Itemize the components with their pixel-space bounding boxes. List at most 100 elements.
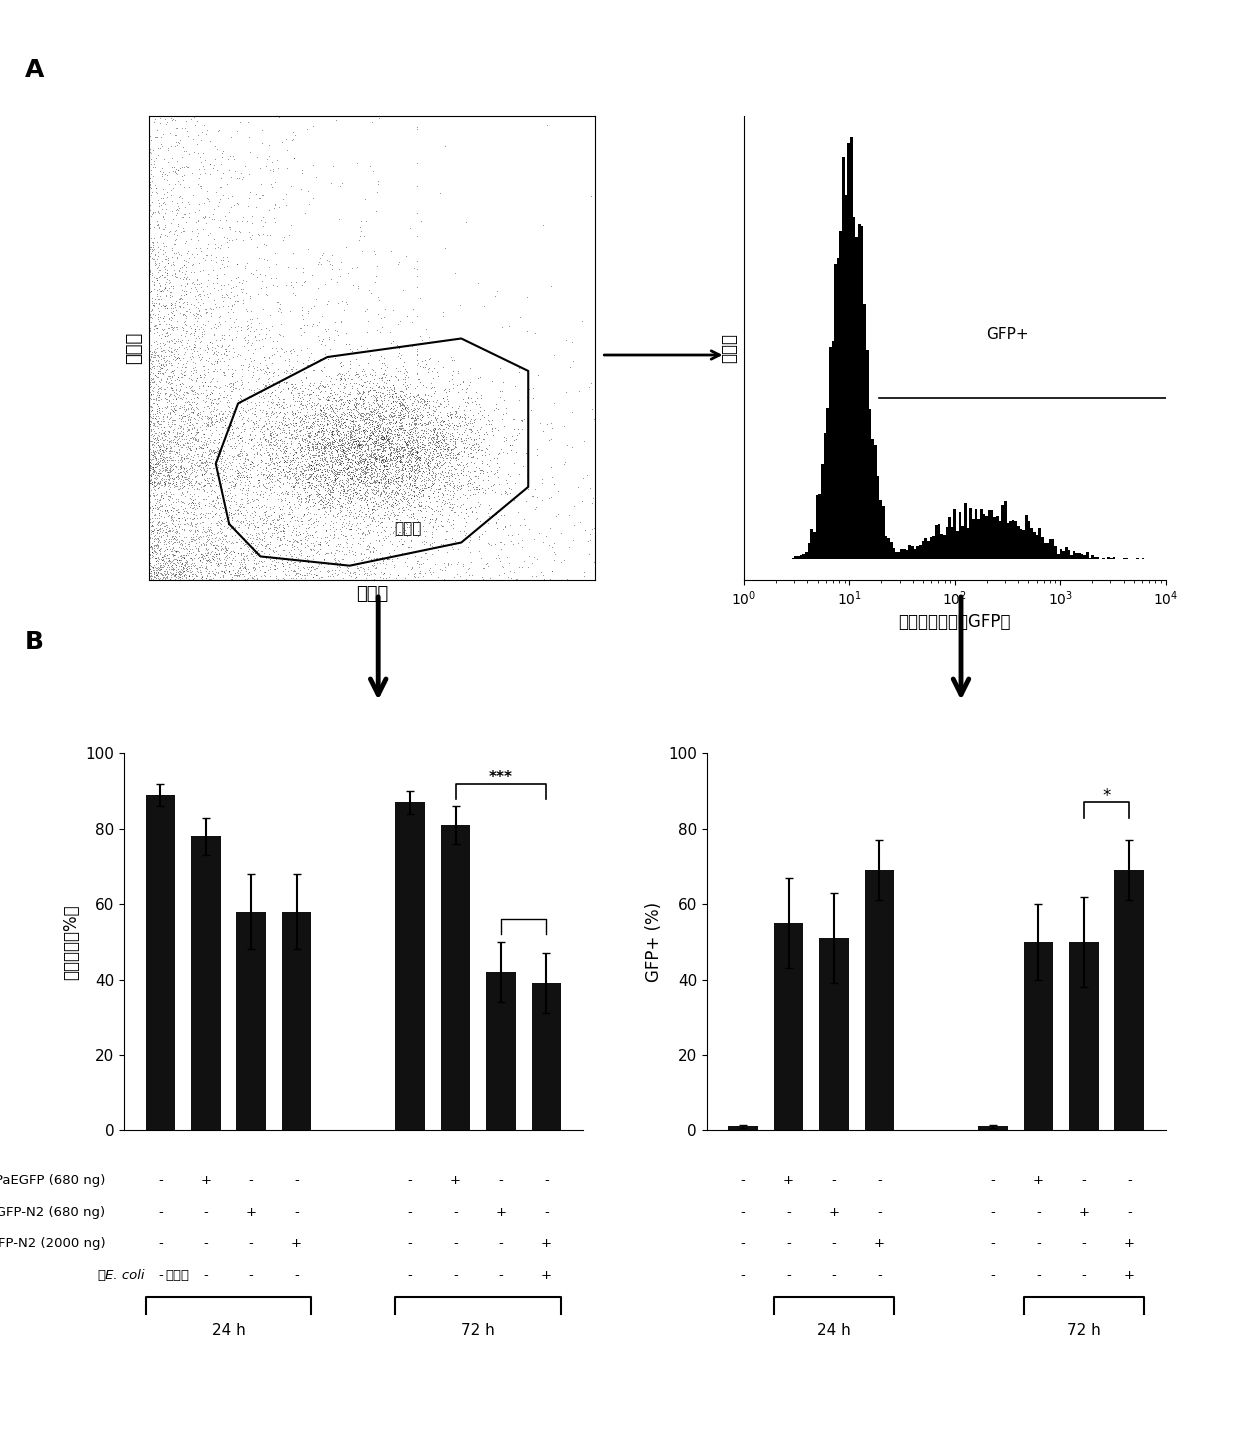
Point (585, 538, 605, 561)
Point (398, 442, 418, 465)
Point (361, 423, 381, 446)
Point (373, 351, 393, 374)
Point (357, 562, 377, 585)
Point (161, 446, 181, 469)
Point (334, 435, 353, 458)
Point (139, 519, 159, 542)
Point (268, 436, 288, 459)
Point (156, 559, 176, 582)
Point (203, 341, 223, 364)
Point (224, 432, 244, 455)
Point (470, 400, 490, 423)
Point (461, 407, 481, 430)
Point (308, 375, 327, 398)
Point (358, 406, 378, 429)
Point (221, 540, 241, 564)
Point (374, 438, 394, 461)
Point (219, 451, 239, 474)
Point (304, 558, 324, 581)
Point (317, 565, 337, 588)
Point (190, 416, 210, 439)
Point (148, 410, 167, 433)
Point (255, 475, 275, 498)
Point (366, 458, 386, 481)
Point (327, 551, 347, 574)
Point (186, 393, 206, 416)
Point (203, 391, 223, 414)
Point (381, 442, 401, 465)
Point (279, 300, 299, 323)
Point (371, 442, 391, 465)
Point (206, 181, 226, 204)
Point (222, 298, 242, 322)
Point (356, 433, 376, 456)
Point (398, 440, 418, 464)
Point (161, 554, 181, 577)
Point (141, 361, 161, 384)
Point (211, 509, 231, 532)
Point (585, 543, 605, 567)
Point (210, 349, 229, 372)
Point (410, 435, 430, 458)
Point (221, 387, 241, 410)
Point (383, 471, 403, 494)
Point (191, 475, 211, 498)
Point (263, 390, 283, 413)
Point (301, 443, 321, 467)
Point (331, 478, 351, 501)
Point (324, 430, 343, 454)
Point (418, 432, 438, 455)
Point (407, 475, 427, 498)
Point (309, 420, 329, 443)
Point (299, 425, 319, 448)
Point (290, 493, 310, 516)
Point (289, 485, 309, 509)
Point (143, 371, 162, 394)
Point (190, 435, 210, 458)
Point (224, 400, 244, 423)
Point (149, 506, 169, 529)
Point (451, 429, 471, 452)
Point (149, 527, 169, 551)
Point (155, 539, 175, 562)
Point (185, 317, 205, 341)
Point (348, 465, 368, 488)
Point (342, 256, 362, 280)
Point (272, 439, 291, 462)
Point (315, 439, 335, 462)
Point (265, 556, 285, 580)
Point (366, 468, 386, 491)
Point (314, 435, 334, 458)
Point (159, 535, 179, 558)
Point (384, 485, 404, 509)
Point (185, 491, 205, 514)
Point (176, 290, 196, 313)
Point (316, 445, 336, 468)
Point (237, 500, 257, 523)
Point (460, 478, 480, 501)
Point (237, 454, 257, 477)
Point (585, 394, 605, 417)
Point (340, 371, 360, 394)
Point (260, 396, 280, 419)
Point (193, 355, 213, 378)
Point (366, 539, 386, 562)
Point (212, 468, 232, 491)
Point (355, 225, 374, 248)
Point (435, 435, 455, 458)
Point (370, 551, 389, 574)
Point (315, 468, 335, 491)
Point (192, 436, 212, 459)
Point (337, 478, 357, 501)
Point (393, 464, 413, 487)
Point (160, 485, 180, 509)
Point (247, 516, 267, 539)
Point (347, 400, 367, 423)
Point (226, 455, 246, 478)
Point (155, 552, 175, 575)
Point (299, 458, 319, 481)
Point (353, 472, 373, 496)
Point (430, 410, 450, 433)
Point (404, 412, 424, 435)
Point (207, 452, 227, 475)
